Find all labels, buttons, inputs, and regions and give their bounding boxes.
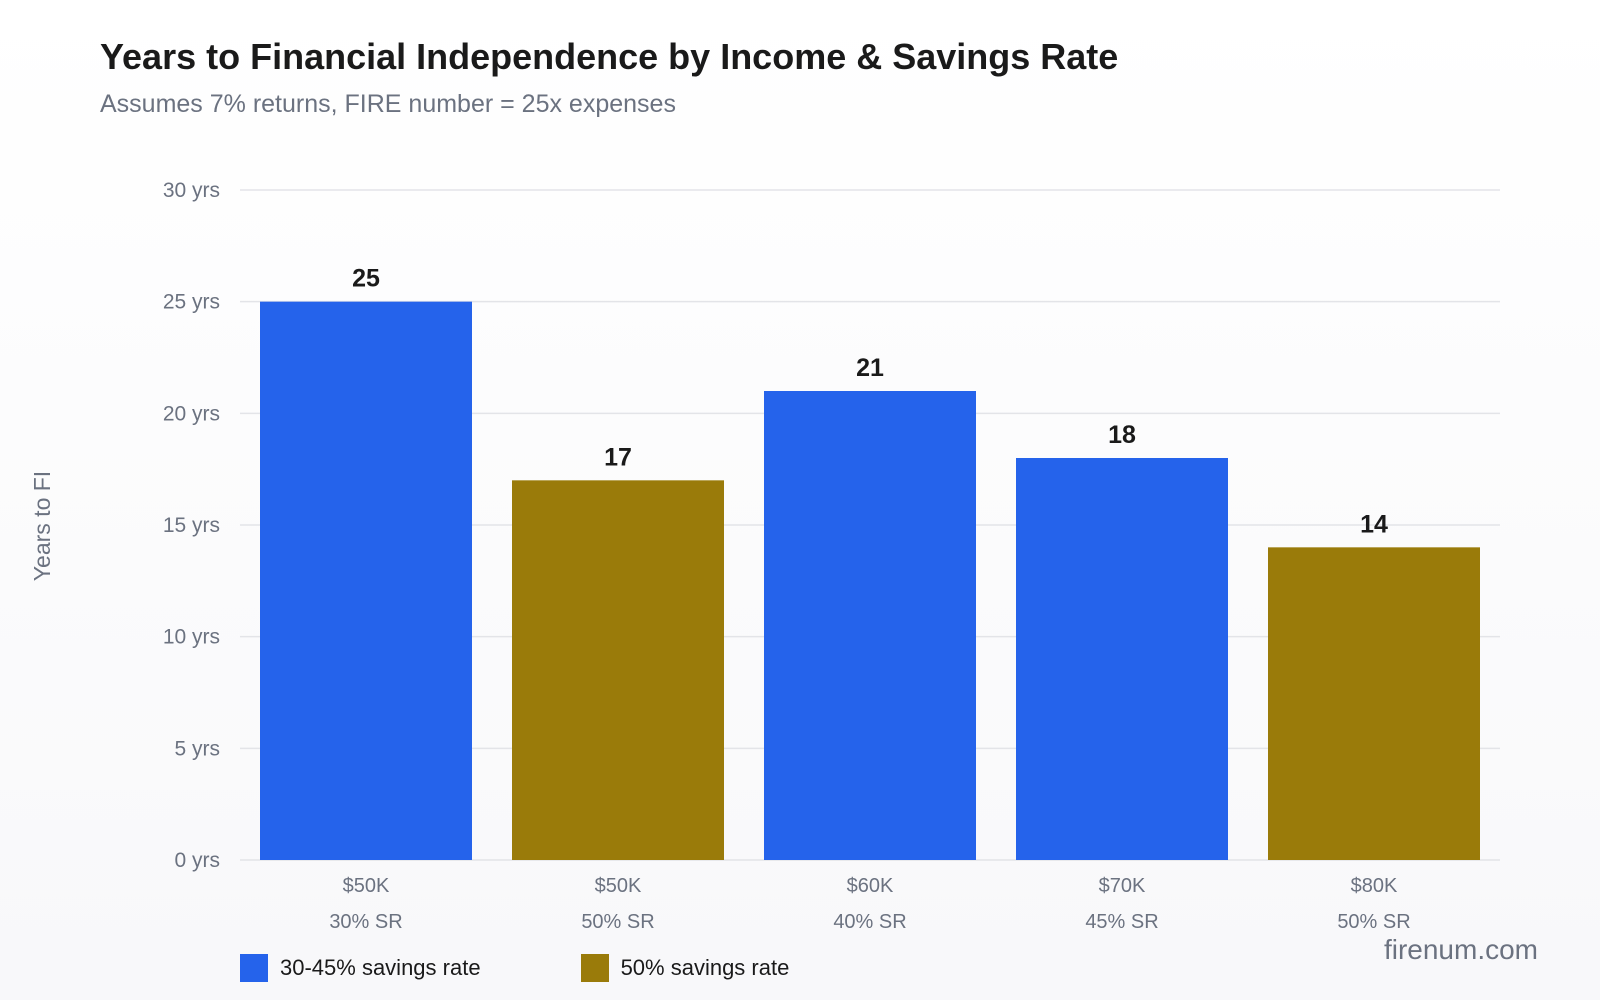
x-tick-label: 40% SR bbox=[833, 911, 906, 933]
y-tick-label: 10 yrs bbox=[163, 626, 220, 649]
data-label: 18 bbox=[1108, 421, 1136, 449]
bar bbox=[260, 301, 472, 861]
legend-swatch bbox=[580, 954, 609, 982]
x-tick-label: 30% SR bbox=[329, 911, 402, 933]
data-label: 14 bbox=[1360, 510, 1388, 538]
y-tick-label: 25 yrs bbox=[163, 291, 220, 314]
x-tick-label: $60K bbox=[847, 875, 894, 897]
y-tick-label: 15 yrs bbox=[163, 514, 220, 537]
watermark: firenum.com bbox=[1383, 934, 1538, 965]
bar bbox=[512, 480, 724, 860]
legend-label: 30-45% savings rate bbox=[280, 955, 481, 980]
bar bbox=[764, 391, 976, 860]
legend-item-50: 50% savings rate bbox=[580, 954, 790, 982]
bar bbox=[1268, 547, 1480, 860]
y-tick-label: 0 yrs bbox=[174, 849, 220, 872]
x-tick-label: $80K bbox=[1351, 875, 1398, 897]
data-label: 21 bbox=[856, 354, 884, 382]
data-label: 17 bbox=[604, 443, 632, 471]
bar bbox=[1016, 458, 1228, 860]
x-tick-label: 50% SR bbox=[581, 911, 654, 933]
legend-label: 50% savings rate bbox=[620, 955, 790, 980]
x-tick-label: $50K bbox=[595, 875, 642, 897]
chart-title: Years to Financial Independence by Incom… bbox=[100, 36, 1119, 77]
y-axis-label: Years to FI bbox=[29, 471, 55, 581]
x-tick-label: $70K bbox=[1099, 875, 1146, 897]
legend-item-30-45: 30-45% savings rate bbox=[240, 954, 481, 982]
chart-subtitle: Assumes 7% returns, FIRE number = 25x ex… bbox=[100, 90, 676, 118]
legend-swatch bbox=[240, 954, 268, 982]
y-tick-label: 5 yrs bbox=[174, 737, 220, 760]
x-tick-label: $50K bbox=[343, 875, 390, 897]
legend: 30-45% savings rate 50% savings rate bbox=[240, 954, 889, 982]
data-label: 25 bbox=[352, 265, 380, 293]
x-tick-label: 50% SR bbox=[1337, 911, 1410, 933]
y-tick-label: 20 yrs bbox=[163, 402, 220, 425]
x-tick-label: 45% SR bbox=[1085, 911, 1158, 933]
y-tick-label: 30 yrs bbox=[163, 179, 220, 202]
